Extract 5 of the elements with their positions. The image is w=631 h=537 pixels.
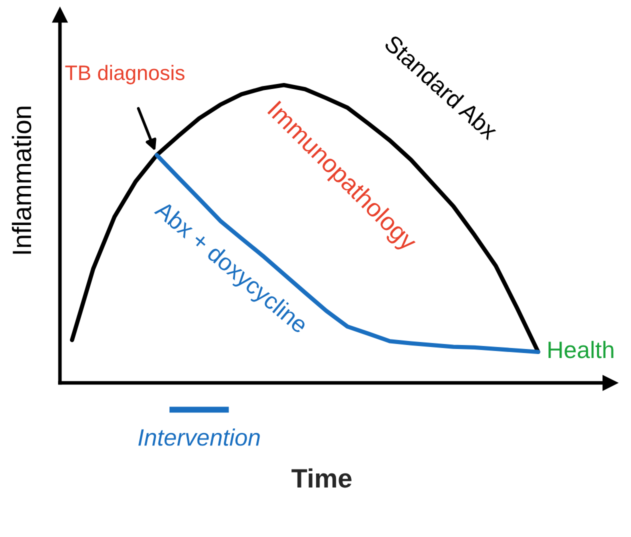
y-axis-title: Inflammation — [12, 106, 32, 254]
text: Intervention — [138, 428, 260, 446]
x-axis-title: Time — [292, 468, 352, 488]
annotation: Health — [548, 340, 614, 358]
text: TB diagnosis — [65, 64, 184, 84]
